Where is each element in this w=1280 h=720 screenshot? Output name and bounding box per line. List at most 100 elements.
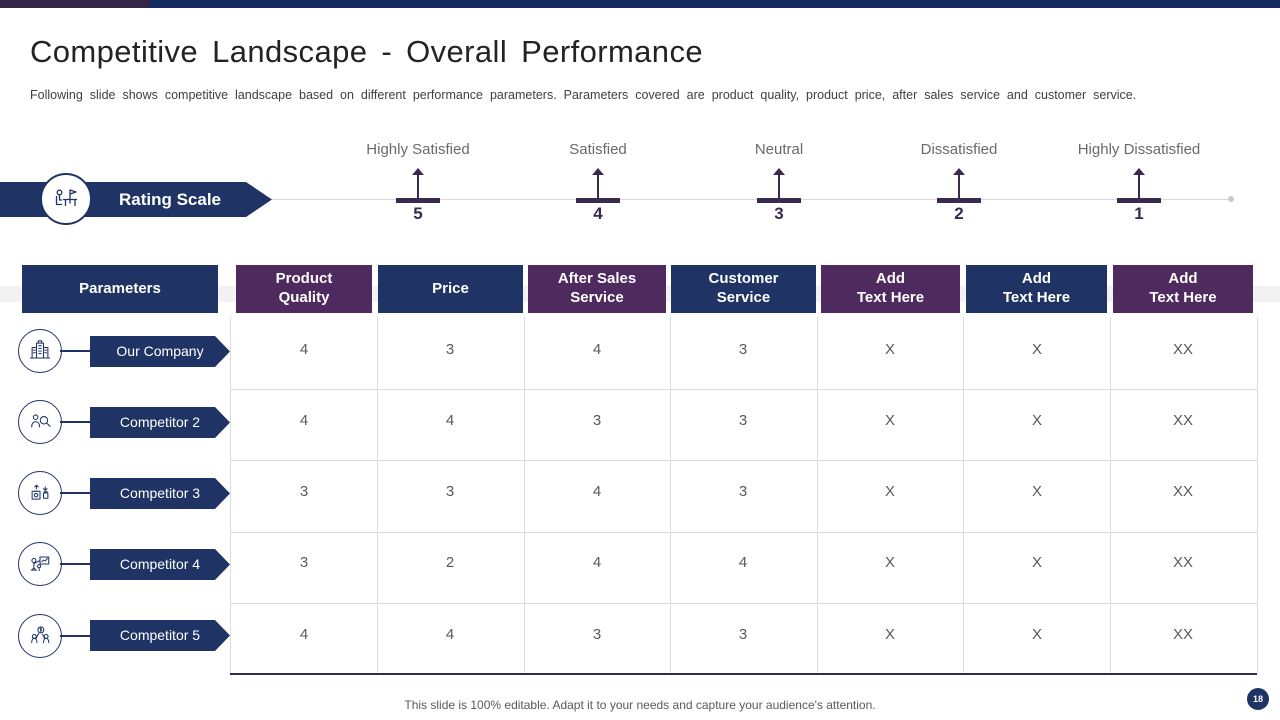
rating-scale-axis-end-dot bbox=[1228, 196, 1234, 202]
row-connector bbox=[60, 492, 92, 494]
rating-scale-axis-line bbox=[258, 199, 1230, 200]
footer-note: This slide is 100% editable. Adapt it to… bbox=[404, 698, 876, 712]
row-connector bbox=[60, 635, 92, 637]
scale-marker-4: Satisfied 4 bbox=[538, 141, 658, 226]
row-label-competitor-4: Competitor 4 bbox=[90, 549, 230, 580]
marker-stem bbox=[1138, 175, 1140, 199]
column-header-price: Price bbox=[378, 265, 523, 313]
competitor-4-icon bbox=[18, 542, 62, 586]
table-cell: XX bbox=[1172, 626, 1193, 643]
slide-subtitle: Following slide shows competitive landsc… bbox=[30, 88, 1137, 102]
table-cell: X bbox=[1031, 341, 1042, 358]
table-cell: 3 bbox=[445, 341, 455, 358]
table-cell: 4 bbox=[738, 554, 748, 571]
grid-vline bbox=[963, 317, 964, 674]
table-cell: 3 bbox=[738, 341, 748, 358]
scale-marker-score: 4 bbox=[593, 204, 603, 223]
table-cell: 4 bbox=[445, 412, 455, 429]
table-cell: 3 bbox=[738, 412, 748, 429]
grid-hline bbox=[230, 603, 1257, 604]
table-cell: 4 bbox=[299, 341, 309, 358]
scale-marker-score: 3 bbox=[774, 204, 784, 223]
top-accent-bar-purple bbox=[0, 0, 150, 8]
grid-vline bbox=[817, 317, 818, 674]
page-title: Competitive Landscape - Overall Performa… bbox=[30, 34, 703, 69]
row-connector bbox=[60, 350, 92, 352]
table-cell: 4 bbox=[592, 554, 602, 571]
table-cell: 2 bbox=[445, 554, 455, 571]
marker-bar bbox=[396, 198, 440, 203]
row-connector bbox=[60, 563, 92, 565]
rating-scale-label: Rating Scale bbox=[118, 190, 222, 209]
column-header-product-quality: Product Quality bbox=[236, 265, 372, 313]
scale-marker-score: 5 bbox=[413, 204, 423, 223]
grid-vline bbox=[1110, 317, 1111, 674]
table-cell: 3 bbox=[738, 626, 748, 643]
arrow-up-icon bbox=[592, 168, 604, 175]
table-cell: X bbox=[884, 341, 895, 358]
marker-stem bbox=[958, 175, 960, 199]
table-cell: XX bbox=[1172, 412, 1193, 429]
table-cell: 3 bbox=[592, 412, 602, 429]
grid-hline bbox=[230, 389, 1257, 390]
rating-scale-icon bbox=[40, 173, 92, 225]
arrow-up-icon bbox=[1133, 168, 1145, 175]
table-cell: 4 bbox=[299, 626, 309, 643]
scale-marker-label: Dissatisfied bbox=[920, 141, 998, 158]
row-label-our-company: Our Company bbox=[90, 336, 230, 367]
column-header-customer-service: Customer Service bbox=[671, 265, 816, 313]
table-bottom-border bbox=[230, 673, 1257, 675]
scale-marker-score: 1 bbox=[1134, 204, 1144, 223]
table-cell: X bbox=[1031, 412, 1042, 429]
scale-marker-2: Dissatisfied 2 bbox=[899, 141, 1019, 226]
table-cell: X bbox=[1031, 626, 1042, 643]
arrow-up-icon bbox=[773, 168, 785, 175]
scale-marker-5: Highly Satisfied 5 bbox=[358, 141, 478, 226]
table-cell: 3 bbox=[299, 483, 309, 500]
column-header-add-text-3: Add Text Here bbox=[1113, 265, 1253, 313]
marker-stem bbox=[597, 175, 599, 199]
scale-marker-1: Highly Dissatisfied 1 bbox=[1078, 141, 1201, 226]
arrow-up-icon bbox=[412, 168, 424, 175]
table-cell: XX bbox=[1172, 483, 1193, 500]
marker-bar bbox=[1117, 198, 1161, 203]
scale-marker-label: Satisfied bbox=[569, 141, 627, 158]
grid-vline bbox=[230, 317, 231, 674]
table-cell: 3 bbox=[299, 554, 309, 571]
marker-stem bbox=[417, 175, 419, 199]
grid-vline bbox=[1257, 317, 1258, 674]
competitor-5-icon bbox=[18, 614, 62, 658]
our-company-icon bbox=[18, 329, 62, 373]
scale-marker-score: 2 bbox=[954, 204, 964, 223]
marker-bar bbox=[576, 198, 620, 203]
table-cell: 3 bbox=[445, 483, 455, 500]
row-label-competitor-5: Competitor 5 bbox=[90, 620, 230, 651]
marker-stem bbox=[778, 175, 780, 199]
column-header-after-sales-service: After Sales Service bbox=[528, 265, 666, 313]
table-cell: X bbox=[884, 626, 895, 643]
column-header-parameters: Parameters bbox=[22, 265, 218, 313]
table-cell: 3 bbox=[592, 626, 602, 643]
grid-hline bbox=[230, 460, 1257, 461]
table-cell: X bbox=[884, 412, 895, 429]
grid-hline bbox=[230, 532, 1257, 533]
page-number-badge: 18 bbox=[1247, 688, 1269, 710]
top-accent-bar-navy bbox=[0, 0, 1280, 8]
scale-marker-label: Neutral bbox=[754, 141, 804, 158]
scale-marker-label: Highly Dissatisfied bbox=[1077, 141, 1201, 158]
table-cell: 4 bbox=[299, 412, 309, 429]
scale-marker-label: Highly Satisfied bbox=[366, 141, 470, 158]
column-header-add-text-2: Add Text Here bbox=[966, 265, 1107, 313]
table-cell: X bbox=[1031, 554, 1042, 571]
table-cell: X bbox=[884, 554, 895, 571]
column-header-add-text-1: Add Text Here bbox=[821, 265, 960, 313]
table-cell: X bbox=[1031, 483, 1042, 500]
competitor-2-icon bbox=[18, 400, 62, 444]
competitor-3-icon bbox=[18, 471, 62, 515]
table-cell: XX bbox=[1172, 554, 1193, 571]
table-cell: 4 bbox=[592, 341, 602, 358]
arrow-up-icon bbox=[953, 168, 965, 175]
scale-marker-3: Neutral 3 bbox=[719, 141, 839, 226]
row-label-competitor-2: Competitor 2 bbox=[90, 407, 230, 438]
